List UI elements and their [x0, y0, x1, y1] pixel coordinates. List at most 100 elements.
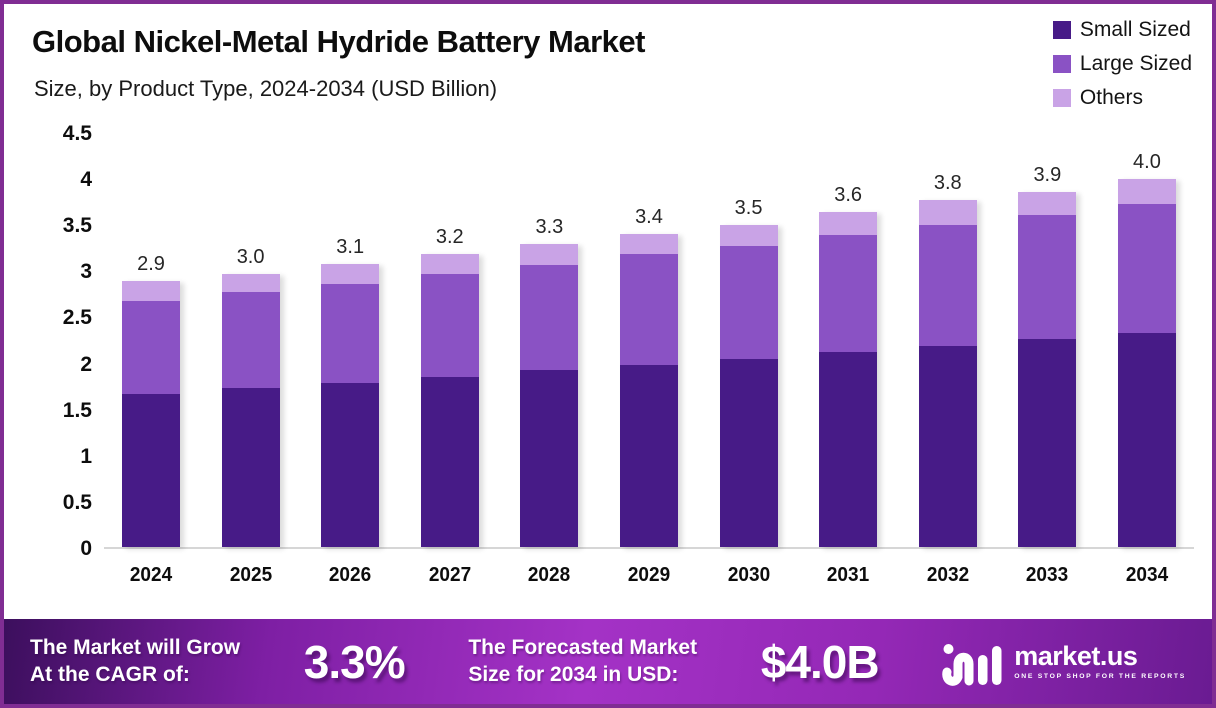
cagr-value: 3.3%	[303, 635, 406, 688]
bar-stack-2034	[1117, 179, 1176, 547]
bar-2027: 3.2	[420, 225, 479, 547]
bar-segment-small-sized-2034	[1117, 333, 1176, 547]
legend-label: Small Sized	[1079, 18, 1191, 41]
plot-area: 2.9 3.0 3.1 3.2 3.3 3.4 3.5 3.6 3.8 3.9 4.0	[104, 134, 1194, 549]
bar-segment-large-sized-2027	[420, 274, 479, 378]
bar-segment-small-sized-2030	[719, 358, 778, 547]
page-subtitle: Size, by Product Type, 2024-2034 (USD Bi…	[34, 76, 498, 101]
legend-swatch-large-sized-icon	[1052, 55, 1071, 73]
legend-item-large-sized: Large Sized	[1052, 52, 1192, 76]
bar-segment-others-2029	[619, 234, 678, 254]
bar-segment-large-sized-2025	[221, 291, 280, 389]
bar-segment-others-2024	[122, 281, 180, 301]
chart-legend: Small Sized Large Sized Others	[1052, 18, 1192, 110]
footer-banner: The Market will Grow At the CAGR of: 3.3…	[4, 619, 1212, 704]
bar-segment-small-sized-2025	[221, 388, 280, 547]
bar-segment-small-sized-2033	[1018, 338, 1077, 547]
brand-tagline: ONE STOP SHOP FOR THE REPORTS	[1014, 673, 1186, 680]
bar-2032: 3.8	[918, 173, 977, 547]
bar-stack-2030	[719, 225, 778, 547]
bar-stack-2026	[321, 263, 380, 547]
bar-segment-large-sized-2024	[122, 300, 180, 394]
bar-stack-2032	[918, 200, 977, 547]
brand-text: market.us ONE STOP SHOP FOR THE REPORTS	[1014, 641, 1186, 681]
legend-swatch-small-sized-icon	[1052, 21, 1071, 39]
bar-2031: 3.6	[819, 185, 878, 547]
cagr-label: The Market will Grow At the CAGR of:	[30, 635, 240, 688]
bar-segment-large-sized-2033	[1018, 215, 1077, 339]
x-axis-label-2028: 2028	[528, 564, 571, 586]
legend-item-others: Others	[1052, 86, 1192, 110]
legend-swatch-others-icon	[1052, 89, 1071, 107]
y-tick-label: 0	[80, 537, 92, 560]
bar-segment-small-sized-2027	[420, 377, 479, 547]
y-tick-label: 4.5	[62, 122, 92, 145]
brand-block: market.us ONE STOP SHOP FOR THE REPORTS	[942, 638, 1186, 686]
y-tick-label: 0.5	[62, 490, 92, 514]
bar-total-label-2028: 3.3	[535, 215, 564, 238]
bar-stack-2025	[221, 274, 280, 547]
bar-2033: 3.9	[1018, 163, 1077, 547]
market-us-logo-icon	[942, 643, 1002, 686]
bar-stack-2029	[619, 234, 678, 547]
x-axis: 2024 2025 2026 2027 2028 2029 2030 2031 2032 2033…	[104, 564, 1194, 587]
bar-segment-small-sized-2028	[520, 369, 579, 547]
y-tick-label: 1	[80, 444, 92, 468]
x-axis-label-2033: 2033	[1026, 564, 1069, 586]
forecast-label-line2: Size for 2034 in USD:	[468, 662, 679, 686]
x-axis-label-2029: 2029	[627, 564, 671, 586]
forecast-value: $4.0B	[760, 635, 880, 688]
bar-2029: 3.4	[619, 206, 678, 547]
bar-2034: 4.0	[1117, 151, 1176, 547]
cagr-label-line2: At the CAGR of:	[30, 662, 190, 686]
x-axis-label-2025: 2025	[229, 564, 272, 586]
bar-segment-large-sized-2030	[719, 246, 778, 359]
legend-item-small-sized: Small Sized	[1052, 18, 1192, 42]
bar-segment-others-2027	[420, 253, 479, 275]
bar-segment-others-2034	[1117, 179, 1176, 204]
bar-segment-large-sized-2028	[520, 264, 579, 370]
bar-segment-small-sized-2031	[819, 352, 878, 547]
y-tick-label: 3.5	[62, 214, 92, 238]
y-tick-label: 2	[80, 352, 92, 376]
bar-total-label-2027: 3.2	[435, 225, 464, 248]
bar-stack-2028	[520, 243, 579, 547]
bar-2024: 2.9	[122, 254, 180, 547]
bar-total-label-2026: 3.1	[336, 235, 365, 258]
x-axis-label-2030: 2030	[727, 564, 770, 586]
bar-segment-others-2032	[918, 200, 977, 226]
bar-segment-others-2031	[819, 212, 878, 236]
bar-segment-others-2028	[520, 243, 579, 265]
bar-stack-2027	[420, 253, 479, 547]
x-axis-label-2031: 2031	[827, 564, 870, 586]
bar-stack-2031	[819, 212, 878, 547]
forecast-label: The Forecasted Market Size for 2034 in U…	[468, 635, 697, 688]
bar-segment-large-sized-2029	[619, 253, 678, 366]
bar-segment-small-sized-2024	[122, 393, 180, 547]
bar-total-label-2034: 4.0	[1133, 151, 1161, 174]
page-title: Global Nickel-Metal Hydride Battery Mark…	[32, 24, 645, 59]
bar-segment-large-sized-2026	[321, 284, 380, 383]
bar-total-label-2025: 3.0	[236, 246, 265, 269]
bar-segment-others-2026	[321, 263, 380, 285]
bar-2030: 3.5	[719, 197, 778, 547]
bar-segment-small-sized-2026	[321, 382, 380, 547]
x-axis-label-2032: 2032	[926, 564, 969, 586]
brand-name: market.us	[1014, 641, 1138, 671]
y-tick-label: 3	[80, 260, 92, 284]
x-axis-label-2026: 2026	[329, 564, 372, 586]
bar-segment-large-sized-2034	[1117, 203, 1176, 334]
bar-total-label-2030: 3.5	[734, 197, 763, 220]
bar-segment-others-2033	[1018, 191, 1077, 216]
bar-segment-others-2025	[221, 274, 280, 292]
y-tick-label: 4	[80, 168, 92, 192]
bar-stack-2024	[122, 281, 180, 547]
bar-total-label-2029: 3.4	[635, 206, 663, 229]
bar-2028: 3.3	[520, 215, 579, 547]
bar-segment-small-sized-2029	[619, 365, 678, 547]
bar-2026: 3.1	[321, 235, 380, 547]
bar-total-label-2033: 3.9	[1033, 163, 1062, 186]
bar-2025: 3.0	[221, 246, 280, 547]
cagr-label-line1: The Market will Grow	[30, 636, 241, 660]
